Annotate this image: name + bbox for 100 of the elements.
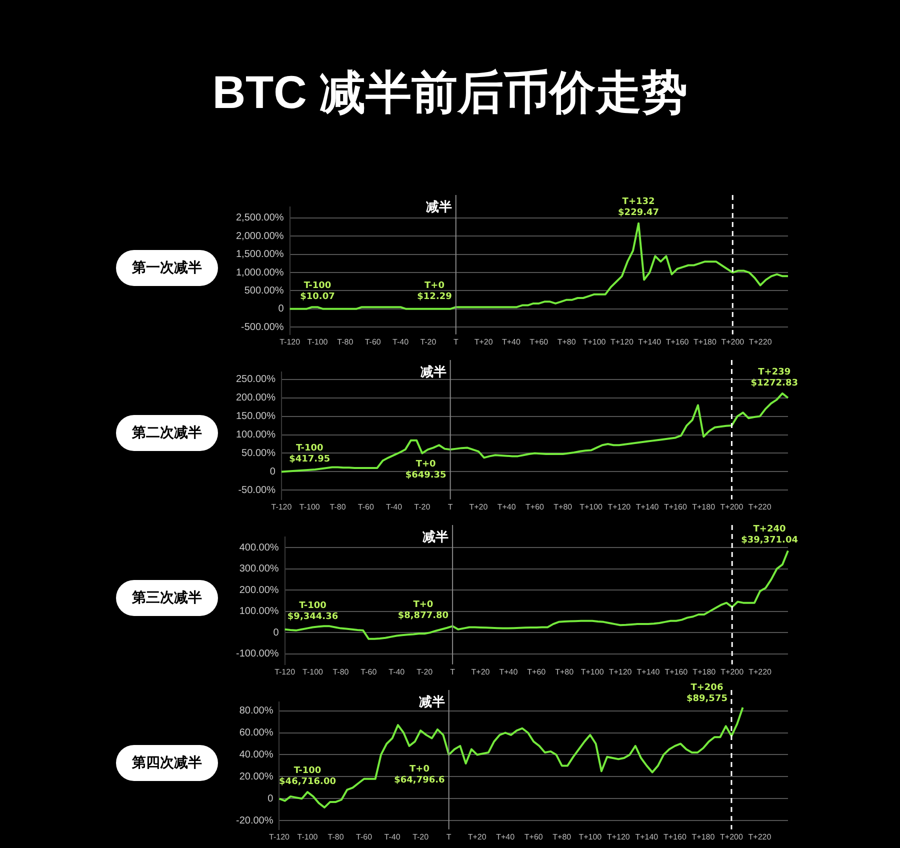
x-tick-label: T-40 (386, 502, 403, 512)
x-tick-label: T-60 (358, 502, 374, 512)
x-tick-label: T+40 (497, 502, 516, 512)
x-tick-label: T+20 (474, 337, 494, 346)
x-tick-label: T-100 (297, 832, 318, 842)
x-tick-label: T+60 (527, 667, 546, 676)
x-tick-label: T+80 (552, 832, 572, 842)
ref-line-label: 减半 (418, 694, 445, 710)
x-tick-label: T-100 (302, 667, 324, 676)
annotation: T-100 $417.95 (289, 444, 330, 465)
y-tick-label: 100.00% (236, 430, 276, 441)
annotation: T+206 $89,575 (686, 682, 728, 704)
x-tick-label: T+220 (748, 667, 772, 676)
text: 第四次减半 (116, 744, 218, 780)
y-tick-label: 400.00% (239, 542, 279, 554)
x-tick-label: T+100 (582, 337, 606, 346)
x-tick-label: T+140 (636, 502, 660, 512)
x-tick-label: T+200 (720, 832, 744, 842)
y-tick-label: 1,500.00% (236, 249, 284, 260)
x-tick-label: T+180 (692, 502, 716, 512)
y-tick-label: 0 (270, 466, 276, 478)
x-tick-label: T-80 (328, 832, 344, 842)
x-tick-label: T (448, 502, 453, 512)
y-tick-label: 40.00% (239, 749, 274, 760)
x-tick-label: T+20 (471, 667, 490, 676)
x-tick-label: T-20 (412, 832, 430, 842)
y-tick-label: -500.00% (241, 322, 284, 333)
y-tick-label: 0 (268, 793, 274, 804)
annotation: T-100 $46,716.00 (279, 766, 336, 787)
x-tick-label: T-20 (420, 337, 437, 346)
text: 第二次减半 (116, 414, 218, 450)
x-tick-label: T+120 (606, 832, 630, 842)
x-tick-label: T+20 (469, 502, 488, 512)
x-tick-label: T+20 (468, 832, 487, 842)
x-tick-label: T-40 (384, 832, 401, 842)
annotation: T+239 $1272.83 (750, 367, 798, 388)
x-tick-label: T-20 (416, 667, 434, 676)
ref-line-label: 减半 (426, 200, 452, 215)
x-tick-label: T-60 (364, 337, 382, 346)
x-tick-label: T-100 (299, 502, 320, 512)
y-tick-label: 500.00% (244, 285, 284, 296)
y-tick-label: 1,000.00% (236, 267, 284, 278)
y-tick-label: 250.00% (236, 374, 276, 386)
y-tick-label: 200.00% (236, 392, 276, 404)
x-tick-label: T+100 (580, 502, 604, 512)
annotation: T+0 $64,796.6 (394, 764, 445, 786)
x-tick-label: T-120 (280, 337, 301, 346)
x-tick-label: T+60 (526, 502, 545, 512)
x-tick-label: T-100 (307, 337, 328, 346)
y-tick-label: 2,000.00% (236, 230, 284, 242)
x-tick-label: T-120 (271, 502, 292, 512)
x-tick-label: T-40 (392, 337, 410, 346)
x-tick-label: T+120 (608, 502, 632, 512)
x-tick-label: T+200 (720, 667, 744, 676)
x-tick-label: T+200 (721, 337, 745, 346)
x-tick-label: T+200 (720, 502, 744, 512)
x-tick-label: T+80 (554, 502, 573, 512)
x-tick-label: T+80 (557, 337, 576, 346)
y-tick-label: 200.00% (239, 584, 279, 596)
x-tick-label: T-40 (388, 667, 406, 676)
x-tick-label: T+220 (748, 832, 772, 842)
annotation: T+0 $12.29 (417, 280, 452, 302)
x-tick-label: T-80 (330, 502, 346, 512)
y-tick-label: -100.00% (236, 648, 279, 660)
text: 第三次减半 (116, 580, 218, 616)
y-tick-label: 2,500.00% (236, 212, 284, 224)
x-tick-label: T+100 (578, 832, 602, 842)
x-tick-label: T-20 (414, 502, 431, 512)
annotation: T-100 $9,344.36 (287, 601, 338, 622)
x-tick-label: T+60 (524, 832, 544, 842)
y-tick-label: 60.00% (239, 728, 274, 738)
y-tick-label: 300.00% (239, 564, 279, 575)
x-tick-label: T+220 (748, 502, 772, 512)
x-tick-label: T-80 (332, 667, 350, 676)
y-tick-label: 100.00% (239, 606, 279, 618)
text: 第一次减半 (116, 250, 218, 286)
x-tick-label: T+180 (694, 337, 717, 346)
x-tick-label: T-80 (337, 337, 354, 346)
x-tick-label: T-120 (269, 832, 290, 842)
y-tick-label: -20.00% (236, 815, 274, 826)
x-tick-label: T-120 (274, 667, 296, 676)
y-tick-label: -50.00% (238, 484, 276, 496)
x-tick-label: T+140 (638, 337, 662, 346)
x-tick-label: T-60 (356, 832, 373, 842)
x-tick-label: T+160 (663, 832, 687, 842)
y-tick-label: 20.00% (239, 771, 274, 782)
y-tick-label: 0 (278, 304, 284, 315)
x-tick-label: T+60 (530, 337, 549, 346)
x-tick-label: T (446, 832, 452, 842)
x-tick-label: T+180 (692, 832, 716, 842)
x-tick-label: T+180 (692, 667, 716, 676)
y-tick-label: 80.00% (239, 706, 274, 717)
y-tick-label: 150.00% (236, 411, 276, 422)
y-tick-label: 0 (273, 627, 280, 638)
x-tick-label: T+40 (496, 832, 516, 842)
annotation: T+0 $8,877.80 (398, 600, 449, 622)
x-tick-label: T+160 (664, 502, 688, 512)
x-tick-label: T+140 (636, 667, 660, 676)
x-tick-label: T+120 (608, 667, 632, 676)
x-tick-label: T+220 (748, 337, 772, 346)
